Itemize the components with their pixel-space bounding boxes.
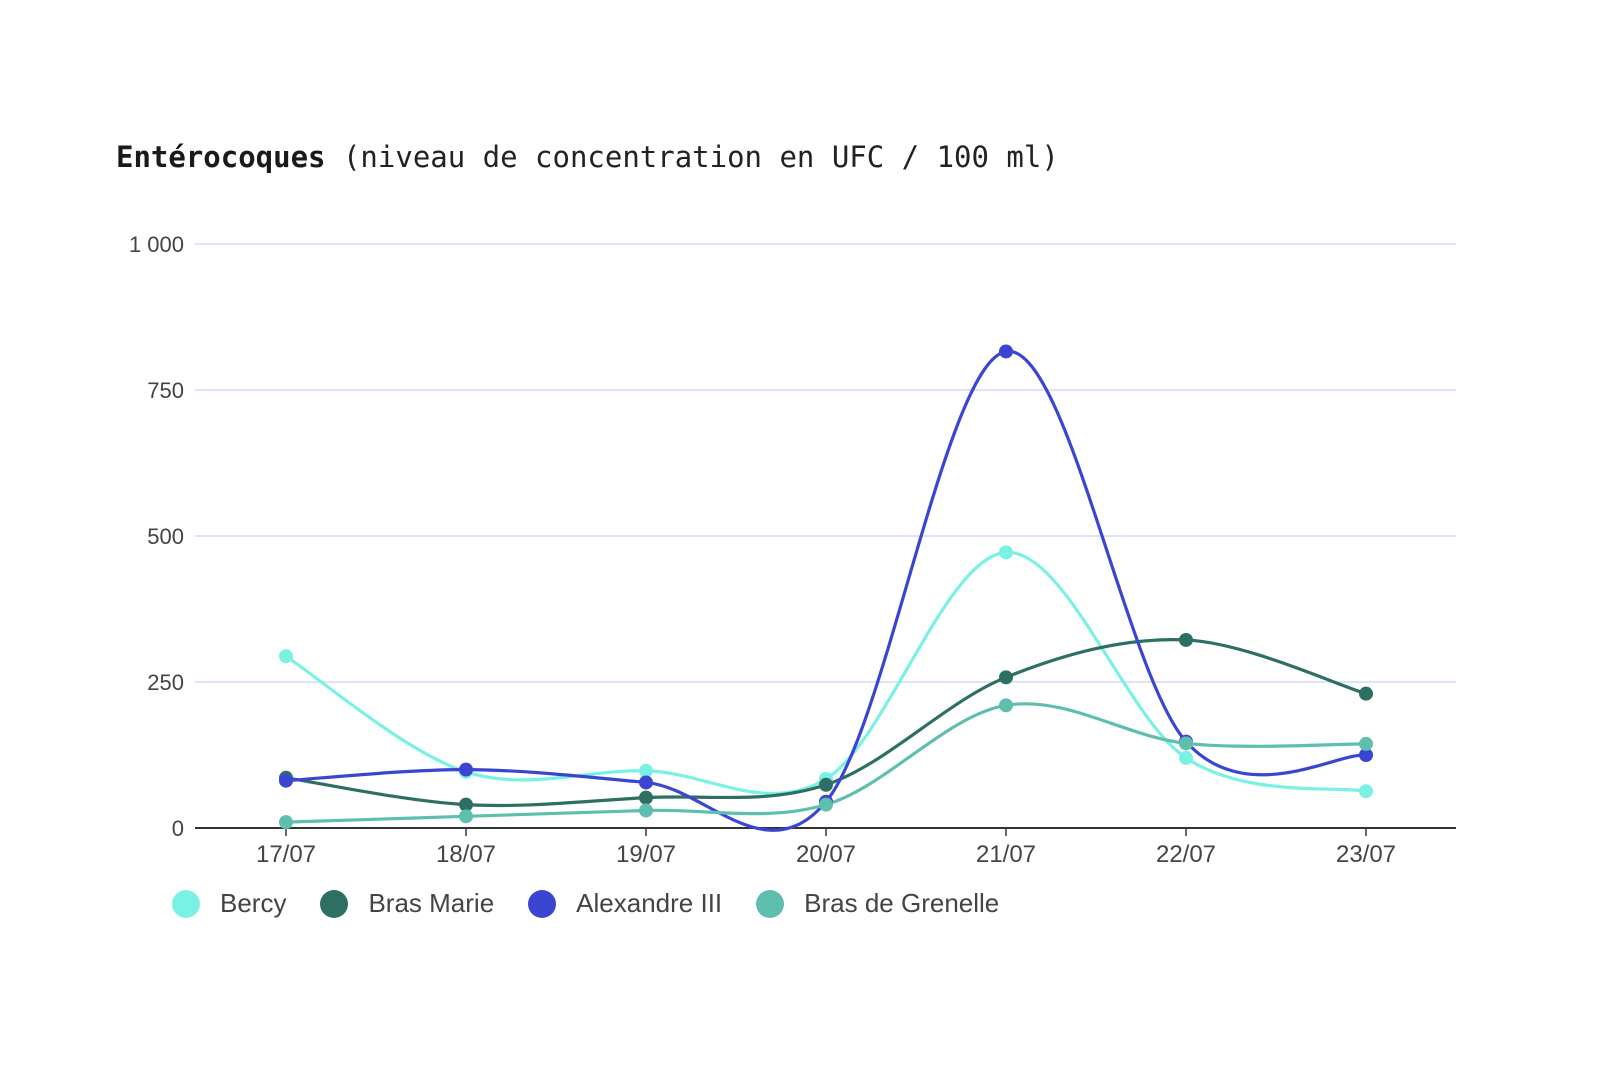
data-point-bercy	[999, 545, 1013, 560]
data-point-bercy	[1359, 784, 1373, 799]
data-point-alexandre-iii	[459, 762, 473, 777]
legend-label: Alexandre III	[576, 888, 723, 918]
y-tick-label: 750	[147, 378, 184, 403]
legend-item-bercy[interactable]: Bercy	[172, 888, 286, 919]
legend-label: Bras Marie	[368, 888, 495, 918]
data-point-bras-marie	[999, 670, 1013, 685]
legend-swatch	[320, 889, 349, 918]
data-point-bras-de-grenelle	[999, 698, 1013, 713]
data-point-bras-de-grenelle	[459, 809, 473, 824]
legend-label: Bras de Grenelle	[804, 888, 1000, 918]
x-tick-label: 19/07	[616, 841, 676, 868]
data-point-alexandre-iii	[279, 773, 293, 788]
data-point-alexandre-iii	[1359, 748, 1373, 762]
y-tick-label: 500	[147, 524, 184, 549]
y-tick-label: 0	[172, 816, 184, 841]
data-point-bercy	[639, 763, 653, 778]
legend-item-alexandre-iii[interactable]: Alexandre III	[528, 888, 722, 919]
x-tick-label: 22/07	[1156, 841, 1216, 868]
legend-swatch	[528, 889, 557, 918]
chart-legend: Bercy Bras Marie Alexandre III Bras de Gren…	[172, 888, 1033, 919]
y-tick-label: 1 000	[129, 232, 184, 257]
x-tick-label: 18/07	[436, 841, 496, 868]
data-point-bras-de-grenelle	[819, 797, 833, 812]
data-point-bras-marie	[639, 790, 653, 805]
data-point-bras-marie	[1179, 632, 1193, 647]
x-tick-label: 21/07	[976, 841, 1036, 868]
x-tick-label: 23/07	[1336, 841, 1396, 868]
x-tick-label: 17/07	[256, 841, 316, 868]
data-point-bercy	[1179, 750, 1193, 765]
data-point-alexandre-iii	[999, 344, 1013, 359]
series-line-alexandre-iii	[284, 349, 1368, 832]
x-tick-label: 20/07	[796, 841, 856, 868]
data-point-bras-de-grenelle	[279, 815, 293, 830]
legend-item-bras-de-grenelle[interactable]: Bras de Grenelle	[756, 888, 999, 919]
data-point-bras-de-grenelle	[1179, 736, 1193, 751]
data-point-bras-marie	[1359, 686, 1373, 701]
data-point-bras-marie	[819, 777, 833, 792]
legend-label: Bercy	[220, 888, 287, 918]
legend-swatch	[172, 889, 200, 918]
chart-title: Entérocoques (niveau de concentration en…	[116, 140, 1059, 174]
y-tick-label: 250	[147, 670, 184, 695]
chart-title-bold: Entérocoques	[116, 140, 326, 174]
data-point-alexandre-iii	[639, 775, 653, 790]
data-point-bras-de-grenelle	[639, 803, 653, 818]
legend-swatch	[756, 889, 785, 918]
data-point-bras-marie	[459, 797, 473, 812]
data-point-bras-de-grenelle	[1359, 736, 1373, 751]
chart-title-rest: (niveau de concentration en UFC / 100 ml…	[325, 140, 1059, 174]
data-point-bercy	[279, 649, 293, 664]
legend-item-bras-marie[interactable]: Bras Marie	[320, 888, 494, 919]
